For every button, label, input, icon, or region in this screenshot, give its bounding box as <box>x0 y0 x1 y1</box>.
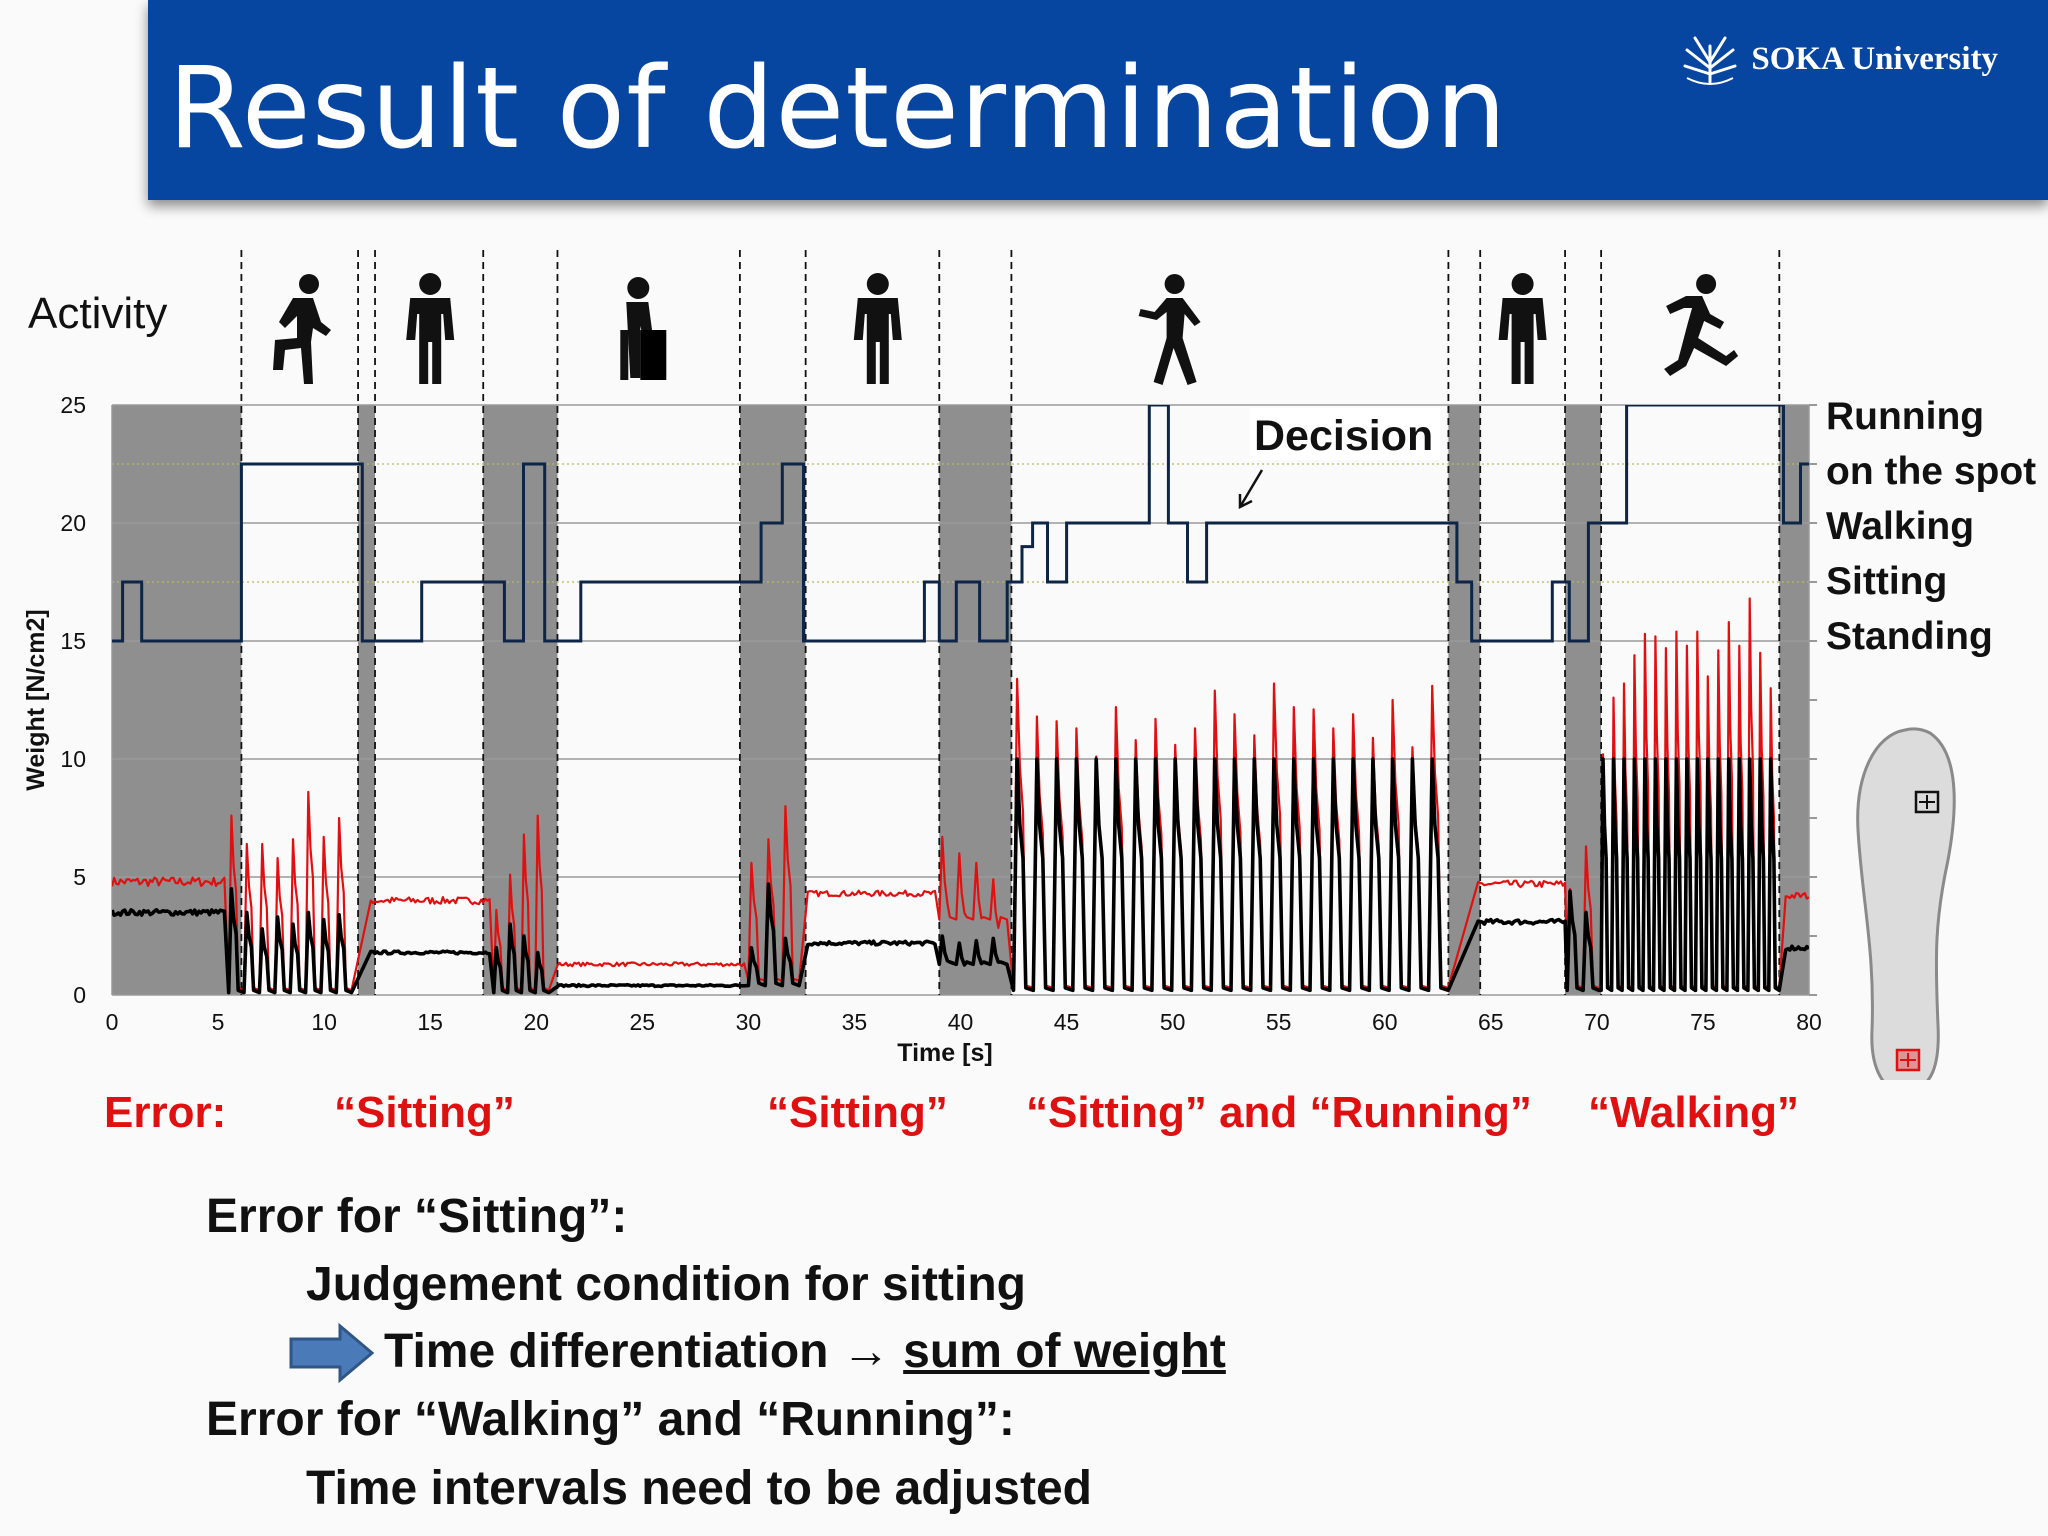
university-logo: SOKA University <box>1681 32 1998 86</box>
x-tick-label-30: 30 <box>736 1009 762 1035</box>
note-walking-running-error: Error for “Walking” and “Running”: <box>206 1393 1015 1446</box>
x-tick-label-55: 55 <box>1266 1009 1292 1035</box>
x-tick-label-75: 75 <box>1690 1009 1716 1035</box>
decision-label-bg <box>1250 408 1440 460</box>
x-tick-label-45: 45 <box>1054 1009 1080 1035</box>
right-axis-ticks <box>1809 404 1817 996</box>
sitting-icon <box>620 277 667 380</box>
transition-region-2 <box>483 405 558 995</box>
title-bar: Result of determination SOKA University <box>148 0 2048 200</box>
decision-label: Decision <box>1254 412 1433 460</box>
x-tick-label-65: 65 <box>1478 1009 1504 1035</box>
running-on-spot-icon <box>273 274 331 384</box>
insole-icon <box>1856 727 1956 1080</box>
y-tick-label-25: 25 <box>60 392 86 418</box>
standing-icon <box>406 273 455 384</box>
activity-weight-chart: 0 5 10 15 20 25 0 5 10 15 20 25 30 35 40 45 50 55 60 65 70 7… <box>22 250 2036 1080</box>
y-tick-label-15: 15 <box>60 628 86 654</box>
y-tick-label-0: 0 <box>73 982 86 1008</box>
x-tick-label-10: 10 <box>311 1009 337 1035</box>
error-item-sitting-2: “Sitting” <box>767 1088 948 1137</box>
x-tick-label-40: 40 <box>948 1009 974 1035</box>
y-axis-label: Weight [N/cm2] <box>22 609 50 791</box>
note-time-differentiation: Time differentiation → sum of weight <box>384 1324 1226 1379</box>
note-time-intervals: Time intervals need to be adjusted <box>306 1462 1092 1515</box>
x-tick-label-70: 70 <box>1584 1009 1610 1035</box>
category-sitting: Sitting <box>1826 560 1947 603</box>
running-icon <box>1664 274 1739 376</box>
note-sitting-condition: Judgement condition for sitting <box>306 1258 1026 1311</box>
decision-arrow <box>1238 469 1264 510</box>
logo-text: SOKA University <box>1751 40 1998 77</box>
note-sitting-error: Error for “Sitting”: <box>206 1190 628 1243</box>
x-tick-label-15: 15 <box>417 1009 443 1035</box>
error-label: Error: <box>104 1088 227 1137</box>
transition-region-5 <box>1448 405 1481 995</box>
activity-icons <box>273 273 1739 385</box>
x-tick-label-80: 80 <box>1796 1009 1822 1035</box>
x-tick-label-50: 50 <box>1160 1009 1186 1035</box>
x-tick-label-20: 20 <box>523 1009 549 1035</box>
x-tick-label-0: 0 <box>106 1009 119 1035</box>
logo-emblem-icon <box>1683 36 1737 85</box>
activity-label: Activity <box>28 289 167 338</box>
x-tick-label-35: 35 <box>842 1009 868 1035</box>
blue-arrow-icon <box>289 1322 375 1384</box>
category-walking: Walking <box>1826 505 1974 548</box>
transition-regions <box>112 405 1809 995</box>
x-tick-label-5: 5 <box>212 1009 225 1035</box>
front-sensor-marker <box>1914 790 1940 814</box>
standing-icon <box>853 273 902 384</box>
series-line-sensor-2 <box>112 757 1809 995</box>
walking-icon <box>1138 274 1201 385</box>
transition-region-4 <box>939 405 1012 995</box>
note-sum-of-weight: sum of weight <box>903 1325 1226 1378</box>
y-tick-label-5: 5 <box>73 864 86 890</box>
x-tick-labels: 0 5 10 15 20 25 30 35 40 45 50 55 60 65 70 75 80 <box>106 1009 1822 1035</box>
note-time-differentiation-text: Time differentiation → <box>384 1325 890 1378</box>
error-item-sitting-1: “Sitting” <box>334 1088 515 1137</box>
category-standing: Standing <box>1826 615 1993 658</box>
error-item-walking: “Walking” <box>1588 1088 1800 1137</box>
transition-region-0 <box>112 405 242 995</box>
decision-line <box>112 405 1809 643</box>
y-tick-label-20: 20 <box>60 510 86 536</box>
category-running: Running <box>1826 395 1984 438</box>
slide-title: Result of determination <box>168 44 1508 174</box>
series-lines <box>112 405 1809 995</box>
x-tick-label-60: 60 <box>1372 1009 1398 1035</box>
insole-diagram <box>1856 727 1956 1080</box>
error-item-sitting-running: “Sitting” and “Running” <box>1026 1088 1532 1137</box>
transition-region-1 <box>358 405 376 995</box>
x-tick-label-25: 25 <box>630 1009 656 1035</box>
y-tick-label-10: 10 <box>60 746 86 772</box>
x-axis-label: Time [s] <box>897 1039 992 1067</box>
category-on-the-spot: on the spot <box>1826 450 2036 493</box>
standing-icon <box>1498 273 1547 384</box>
y-tick-labels: 0 5 10 15 20 25 <box>60 392 86 1008</box>
activity-dividers <box>240 250 1781 995</box>
